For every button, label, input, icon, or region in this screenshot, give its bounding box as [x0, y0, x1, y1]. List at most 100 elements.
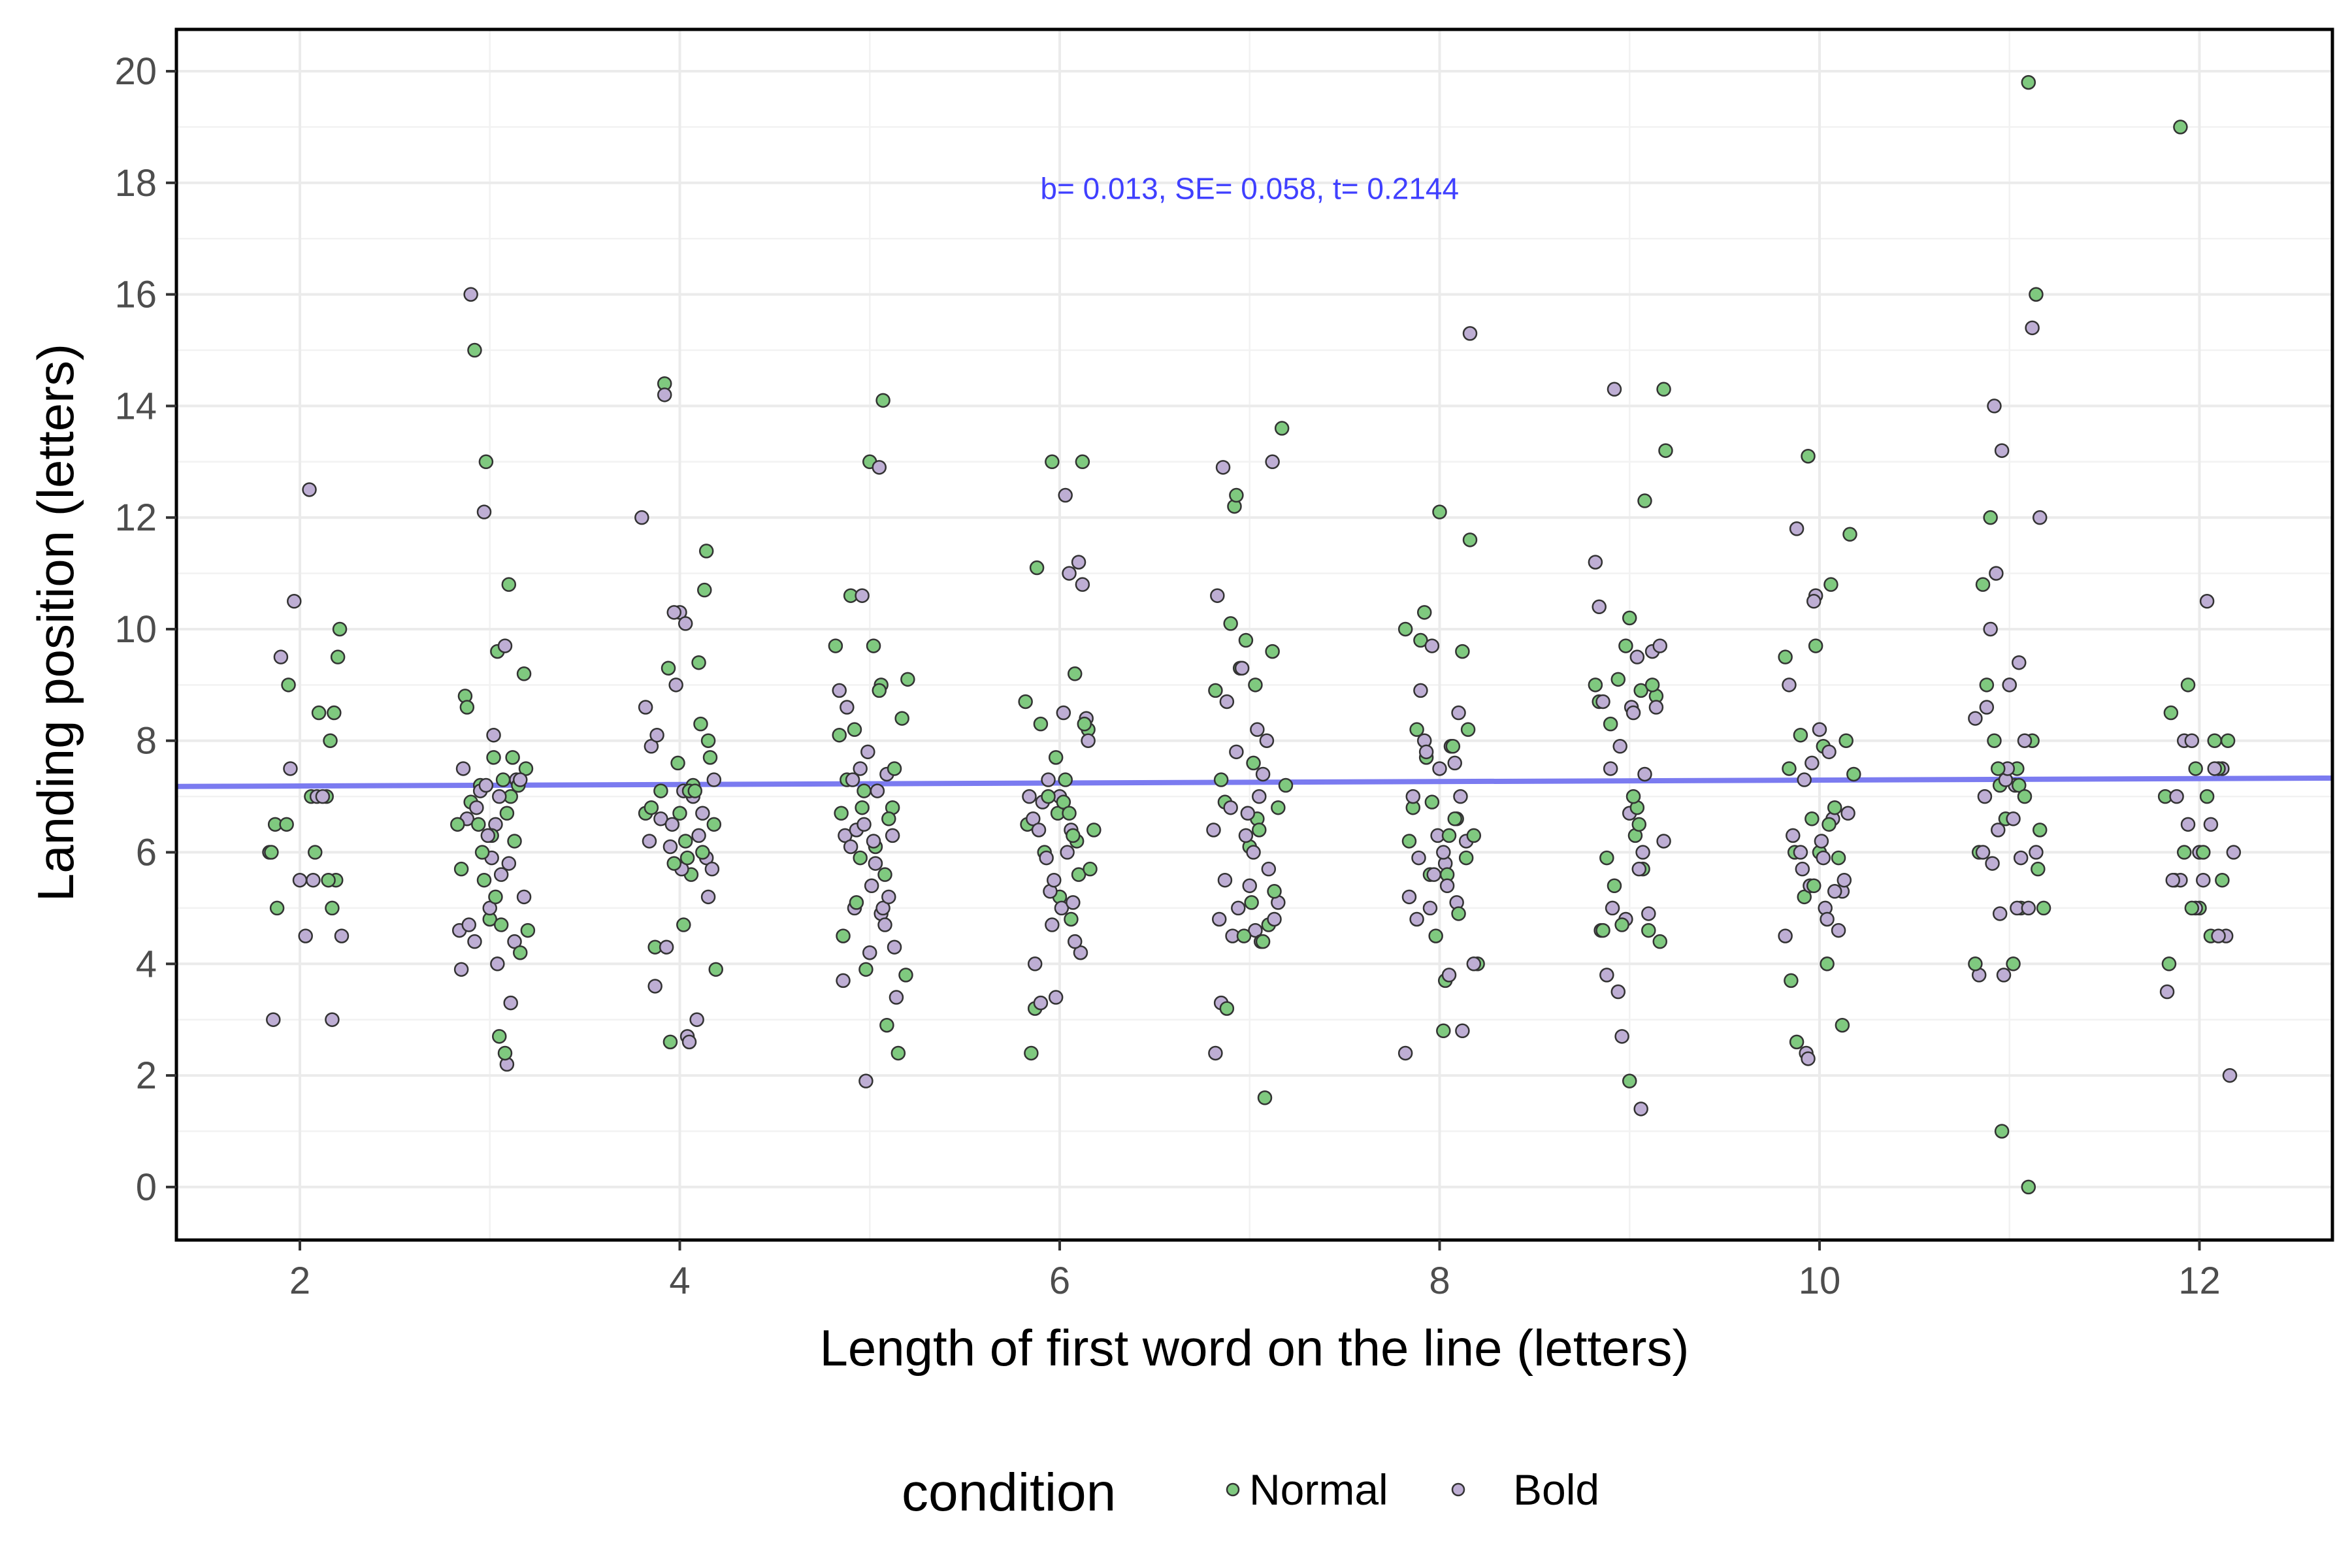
- data-point-normal: [1805, 811, 1820, 826]
- data-point-normal: [1595, 923, 1610, 938]
- data-point-bold: [1217, 872, 1233, 888]
- data-point-normal: [1618, 638, 1633, 653]
- data-point-bold: [1422, 900, 1438, 916]
- data-point-bold: [1211, 911, 1227, 927]
- data-point-bold: [1054, 900, 1070, 916]
- data-point-normal: [478, 454, 494, 470]
- data-point-normal: [471, 817, 486, 832]
- data-point-normal: [2036, 900, 2051, 916]
- data-point-normal: [2199, 789, 2215, 804]
- data-point-bold: [266, 1012, 281, 1027]
- data-point-bold: [1250, 722, 1265, 737]
- data-point-bold: [1411, 850, 1426, 866]
- data-point-bold: [1801, 1051, 1816, 1066]
- data-point-bold: [1840, 806, 1855, 821]
- data-point-normal: [450, 817, 465, 832]
- data-point-normal: [2173, 120, 2188, 135]
- data-point-bold: [1985, 856, 2000, 871]
- data-point-bold: [1031, 823, 1047, 838]
- data-point-normal: [1229, 487, 1244, 503]
- data-point-bold: [1418, 744, 1434, 760]
- data-point-bold: [1047, 872, 1062, 888]
- data-point-bold: [666, 605, 682, 620]
- data-point-bold: [1806, 594, 1821, 609]
- data-points: [262, 74, 2242, 1195]
- data-point-bold: [664, 817, 680, 832]
- y-tick-label: 14: [114, 385, 157, 427]
- data-point-normal: [325, 900, 340, 916]
- data-point-normal: [507, 834, 522, 849]
- data-point-normal: [672, 806, 687, 821]
- data-point-bold: [1210, 588, 1225, 603]
- data-point-bold: [887, 939, 902, 955]
- data-point-bold: [1466, 956, 1482, 972]
- legend-swatch-bold: [1451, 1482, 1465, 1497]
- data-point-normal: [702, 750, 718, 765]
- data-point-bold: [1821, 744, 1837, 760]
- data-point-bold: [681, 1034, 697, 1050]
- data-point-normal: [693, 716, 708, 732]
- data-point-normal: [662, 1034, 678, 1050]
- data-point-bold: [700, 889, 716, 905]
- data-point-normal: [687, 783, 702, 798]
- data-point-normal: [1987, 733, 2002, 748]
- data-point-bold: [668, 678, 683, 693]
- y-tick-label: 2: [136, 1054, 157, 1097]
- data-point-bold: [1814, 834, 1829, 849]
- y-axis-title: Landing position (letters): [27, 344, 84, 902]
- data-point-bold: [1027, 956, 1043, 972]
- data-point-normal: [2006, 956, 2021, 972]
- data-point-bold: [1453, 789, 1468, 804]
- data-point-bold: [1603, 761, 1618, 776]
- data-point-normal: [1278, 777, 1294, 793]
- data-point-normal: [855, 800, 870, 815]
- data-point-bold: [1265, 454, 1280, 470]
- data-point-bold: [298, 928, 313, 943]
- data-point-bold: [657, 387, 672, 402]
- data-point-bold: [1607, 382, 1622, 397]
- data-point-bold: [1610, 984, 1626, 1000]
- data-point-normal: [1801, 448, 1816, 464]
- data-point-normal: [501, 577, 517, 592]
- data-point-bold: [513, 772, 528, 787]
- data-point-bold: [306, 872, 321, 888]
- data-point-bold: [1987, 399, 2002, 414]
- data-point-normal: [1265, 644, 1280, 659]
- data-point-bold: [1797, 772, 1812, 787]
- data-point-bold: [1259, 733, 1275, 748]
- data-point-bold: [1045, 917, 1060, 932]
- data-point-bold: [486, 727, 501, 743]
- data-point-bold: [1795, 861, 1810, 877]
- data-point-normal: [847, 722, 862, 737]
- data-point-normal: [1048, 750, 1064, 765]
- data-point-normal: [1397, 621, 1413, 637]
- data-point-normal: [1257, 1090, 1273, 1105]
- data-point-bold: [1255, 766, 1271, 782]
- data-point-bold: [2002, 678, 2017, 693]
- y-tick-label: 0: [136, 1166, 157, 1209]
- data-point-bold: [476, 504, 492, 519]
- data-point-normal: [495, 772, 511, 787]
- data-point-bold: [1629, 649, 1645, 664]
- data-point-bold: [653, 811, 668, 826]
- data-point-normal: [1637, 493, 1652, 508]
- data-point-normal: [2207, 733, 2222, 748]
- x-tick-label: 4: [669, 1260, 690, 1302]
- data-point-bold: [1605, 900, 1620, 916]
- data-point-normal: [327, 705, 342, 721]
- data-point-normal: [678, 834, 693, 849]
- data-point-bold: [1827, 884, 1842, 899]
- data-point-normal: [1821, 817, 1837, 832]
- data-point-normal: [1455, 644, 1470, 659]
- data-point-bold: [1401, 889, 1417, 905]
- data-point-normal: [1041, 789, 1056, 804]
- data-point-bold: [1208, 1045, 1223, 1061]
- data-point-normal: [1656, 382, 1671, 397]
- data-point-normal: [1633, 683, 1648, 698]
- data-point-bold: [2012, 655, 2027, 670]
- data-point-bold: [634, 510, 649, 525]
- data-point-normal: [881, 811, 896, 826]
- data-point-bold: [1058, 487, 1073, 503]
- data-point-bold: [1793, 845, 1808, 860]
